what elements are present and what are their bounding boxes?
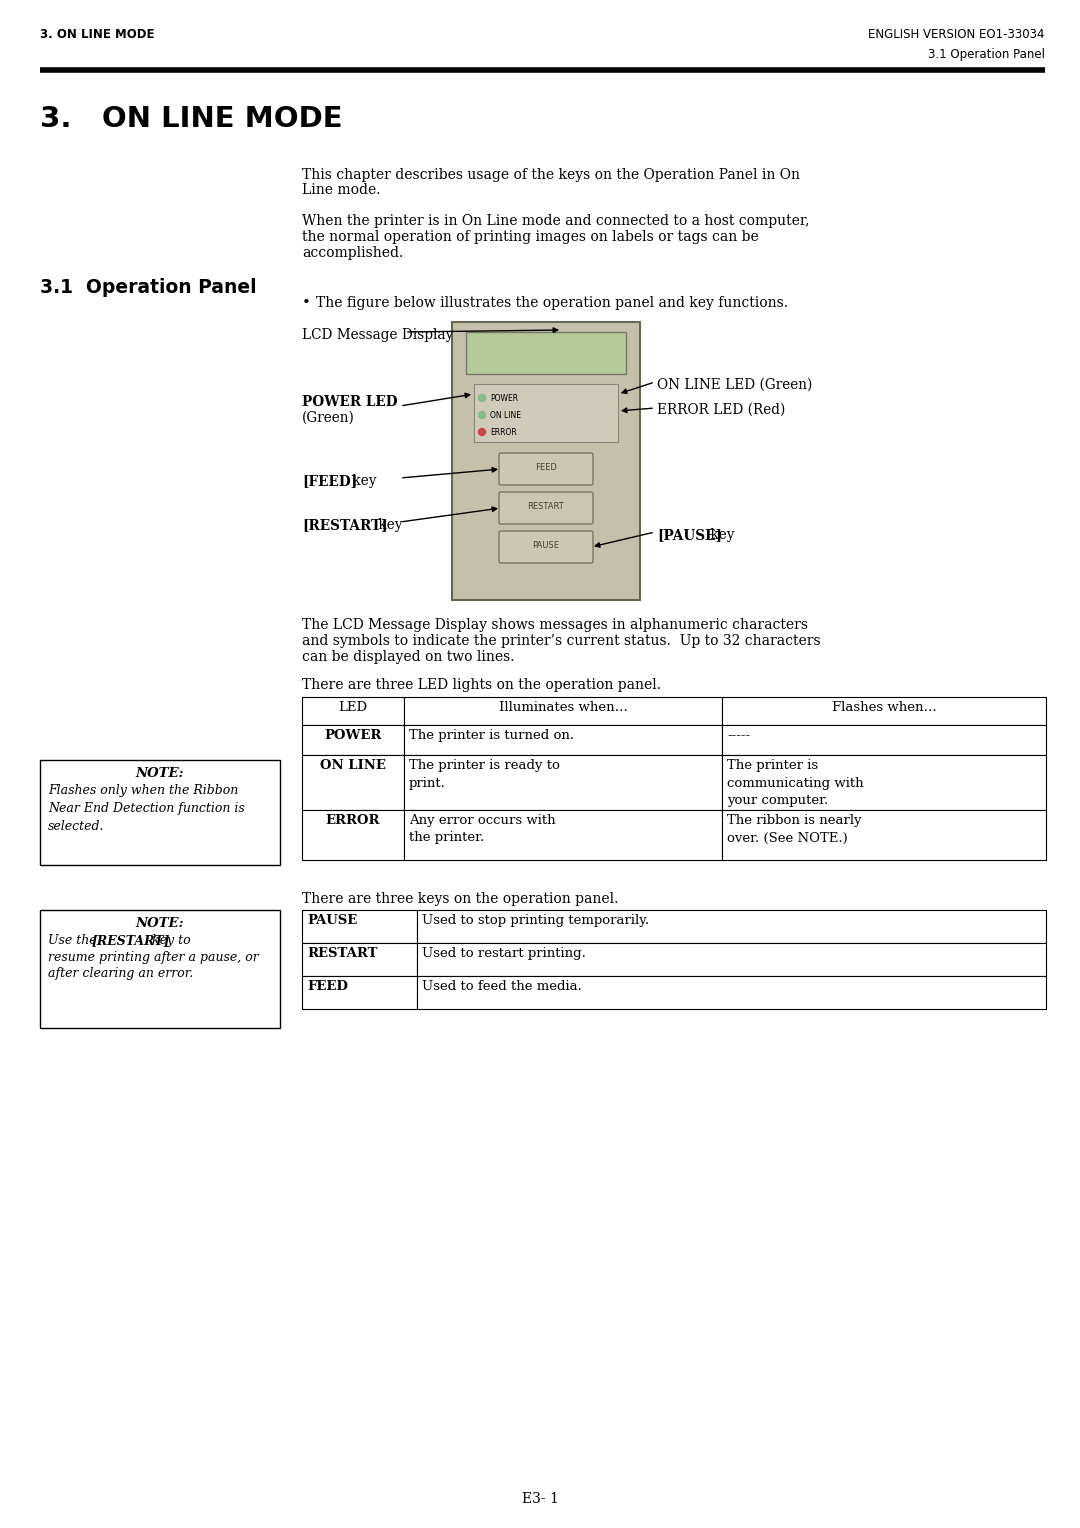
Text: ERROR: ERROR xyxy=(490,428,516,437)
Text: resume printing after a pause, or: resume printing after a pause, or xyxy=(48,950,259,964)
Bar xyxy=(302,810,404,860)
Text: ENGLISH VERSION EO1-33034: ENGLISH VERSION EO1-33034 xyxy=(868,28,1045,41)
Text: Used to stop printing temporarily.: Used to stop printing temporarily. xyxy=(422,914,649,927)
Text: ON LINE LED (Green): ON LINE LED (Green) xyxy=(657,377,812,393)
Text: The figure below illustrates the operation panel and key functions.: The figure below illustrates the operati… xyxy=(316,296,788,310)
Text: Flashes only when the Ribbon
Near End Detection function is
selected.: Flashes only when the Ribbon Near End De… xyxy=(48,784,245,833)
Text: Flashes when…: Flashes when… xyxy=(832,701,936,714)
Text: and symbols to indicate the printer’s current status.  Up to 32 characters: and symbols to indicate the printer’s cu… xyxy=(302,634,821,648)
Text: Use the: Use the xyxy=(48,934,100,947)
Text: [PAUSE]: [PAUSE] xyxy=(657,529,723,542)
FancyBboxPatch shape xyxy=(499,492,593,524)
Text: -----: ----- xyxy=(727,729,751,743)
Text: ERROR: ERROR xyxy=(326,814,380,827)
Bar xyxy=(723,810,1047,860)
Text: ON LINE: ON LINE xyxy=(320,759,386,772)
Text: Line mode.: Line mode. xyxy=(302,183,380,197)
Circle shape xyxy=(478,411,486,419)
Text: key: key xyxy=(706,529,734,542)
Bar xyxy=(302,911,417,943)
Text: can be displayed on two lines.: can be displayed on two lines. xyxy=(302,649,514,665)
Text: The LCD Message Display shows messages in alphanumeric characters: The LCD Message Display shows messages i… xyxy=(302,617,808,633)
Text: RESTART: RESTART xyxy=(307,947,378,960)
Bar xyxy=(302,943,417,976)
Text: FEED: FEED xyxy=(535,463,557,472)
Text: ERROR LED (Red): ERROR LED (Red) xyxy=(657,403,785,417)
Text: There are three keys on the operation panel.: There are three keys on the operation pa… xyxy=(302,892,619,906)
Bar xyxy=(302,976,417,1008)
Bar xyxy=(302,755,404,810)
Bar xyxy=(474,384,618,442)
Bar xyxy=(723,724,1047,755)
Text: NOTE:: NOTE: xyxy=(136,917,185,931)
Text: There are three LED lights on the operation panel.: There are three LED lights on the operat… xyxy=(302,678,661,692)
Text: key to: key to xyxy=(148,934,191,947)
Text: The printer is ready to
print.: The printer is ready to print. xyxy=(409,759,559,790)
Text: key: key xyxy=(374,518,403,532)
FancyBboxPatch shape xyxy=(499,532,593,562)
Bar xyxy=(723,697,1047,724)
Text: Any error occurs with
the printer.: Any error occurs with the printer. xyxy=(409,814,555,845)
Text: POWER: POWER xyxy=(324,729,381,743)
Text: The printer is turned on.: The printer is turned on. xyxy=(409,729,575,743)
Text: after clearing an error.: after clearing an error. xyxy=(48,967,193,979)
Bar xyxy=(40,911,280,1028)
Bar xyxy=(302,724,404,755)
Text: NOTE:: NOTE: xyxy=(136,767,185,779)
Text: 3. ON LINE MODE: 3. ON LINE MODE xyxy=(40,28,154,41)
Text: FEED: FEED xyxy=(307,979,348,993)
Text: RESTART: RESTART xyxy=(528,503,565,510)
Text: [FEED]: [FEED] xyxy=(302,474,357,487)
Text: LED: LED xyxy=(338,701,367,714)
Bar xyxy=(723,755,1047,810)
Text: POWER LED: POWER LED xyxy=(302,396,397,410)
Text: the normal operation of printing images on labels or tags can be: the normal operation of printing images … xyxy=(302,231,759,244)
Circle shape xyxy=(478,428,486,435)
Text: (Green): (Green) xyxy=(302,411,355,425)
Text: Illuminates when…: Illuminates when… xyxy=(499,701,627,714)
Bar xyxy=(404,810,723,860)
Text: PAUSE: PAUSE xyxy=(307,914,357,927)
Bar xyxy=(465,332,626,374)
Text: 3.1  Operation Panel: 3.1 Operation Panel xyxy=(40,278,257,296)
Text: ON LINE: ON LINE xyxy=(490,411,521,420)
Text: key: key xyxy=(348,474,377,487)
Bar xyxy=(404,697,723,724)
Bar xyxy=(302,697,404,724)
Text: POWER: POWER xyxy=(490,394,518,403)
Bar xyxy=(404,755,723,810)
Circle shape xyxy=(478,394,486,402)
Bar xyxy=(417,943,1047,976)
Bar xyxy=(417,911,1047,943)
Text: PAUSE: PAUSE xyxy=(532,541,559,550)
Text: E3- 1: E3- 1 xyxy=(522,1491,558,1507)
Text: When the printer is in On Line mode and connected to a host computer,: When the printer is in On Line mode and … xyxy=(302,214,810,229)
Text: LCD Message Display: LCD Message Display xyxy=(302,329,454,342)
Bar xyxy=(453,322,640,601)
FancyBboxPatch shape xyxy=(499,452,593,484)
Text: This chapter describes usage of the keys on the Operation Panel in On: This chapter describes usage of the keys… xyxy=(302,168,800,182)
Bar xyxy=(40,759,280,865)
Text: 3.   ON LINE MODE: 3. ON LINE MODE xyxy=(40,105,342,133)
Text: The ribbon is nearly
over. (See NOTE.): The ribbon is nearly over. (See NOTE.) xyxy=(727,814,862,845)
Text: [RESTART]: [RESTART] xyxy=(92,934,171,947)
Bar xyxy=(417,976,1047,1008)
Text: The printer is
communicating with
your computer.: The printer is communicating with your c… xyxy=(727,759,864,807)
Text: Used to restart printing.: Used to restart printing. xyxy=(422,947,585,960)
Text: 3.1 Operation Panel: 3.1 Operation Panel xyxy=(928,47,1045,61)
Text: accomplished.: accomplished. xyxy=(302,246,403,260)
Text: [RESTART]: [RESTART] xyxy=(302,518,388,532)
Text: Used to feed the media.: Used to feed the media. xyxy=(422,979,582,993)
Bar xyxy=(404,724,723,755)
Text: •: • xyxy=(302,296,311,310)
